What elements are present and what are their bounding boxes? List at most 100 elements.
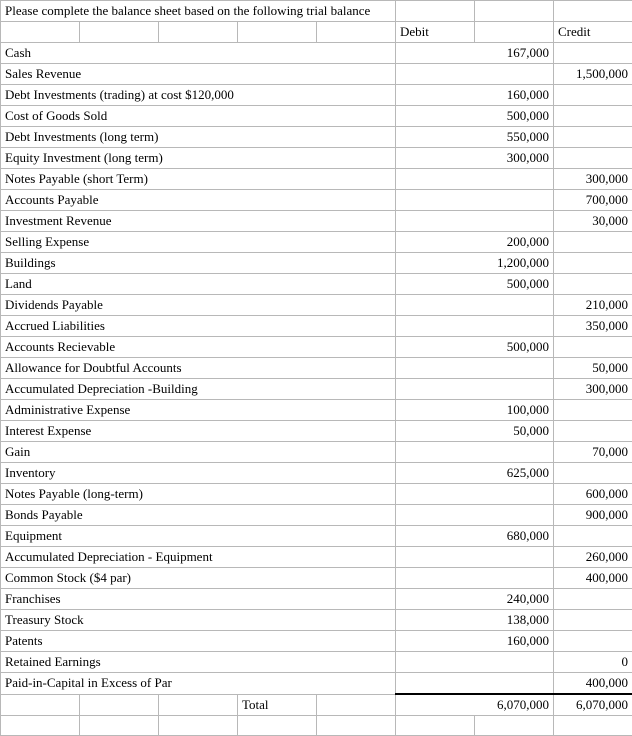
debit-cell [396,358,554,379]
credit-cell [554,400,632,421]
debit-cell: 550,000 [396,127,554,148]
account-label: Investment Revenue [1,211,396,232]
table-row: Patents160,000 [1,631,632,652]
debit-cell [396,547,554,568]
table-row: Notes Payable (short Term)300,000 [1,169,632,190]
account-label: Treasury Stock [1,610,396,631]
account-label: Patents [1,631,396,652]
credit-cell: 700,000 [554,190,632,211]
account-label: Accumulated Depreciation -Building [1,379,396,400]
table-row: Selling Expense200,000 [1,232,632,253]
credit-cell [554,526,632,547]
account-label: Accounts Payable [1,190,396,211]
credit-cell: 210,000 [554,295,632,316]
table-row: Land500,000 [1,274,632,295]
credit-cell: 30,000 [554,211,632,232]
credit-cell: 400,000 [554,673,632,695]
credit-cell [554,463,632,484]
account-label: Notes Payable (long-term) [1,484,396,505]
table-row: Administrative Expense100,000 [1,400,632,421]
table-row: Investment Revenue 30,000 [1,211,632,232]
debit-cell: 167,000 [396,43,554,64]
debit-cell: 138,000 [396,610,554,631]
credit-cell [554,421,632,442]
debit-cell [396,568,554,589]
debit-cell: 500,000 [396,106,554,127]
account-label: Accrued Liabilities [1,316,396,337]
header-row: Debit Credit [1,22,632,43]
table-row: Cash167,000 [1,43,632,64]
account-label: Inventory [1,463,396,484]
credit-cell: 70,000 [554,442,632,463]
credit-cell [554,589,632,610]
account-label: Sales Revenue [1,64,396,85]
table-row: Retained Earnings0 [1,652,632,673]
account-label: Paid-in-Capital in Excess of Par [1,673,396,695]
debit-cell [396,169,554,190]
table-row: Common Stock ($4 par) 400,000 [1,568,632,589]
account-label: Accounts Recievable [1,337,396,358]
debit-cell [396,211,554,232]
credit-cell [554,610,632,631]
account-label: Notes Payable (short Term) [1,169,396,190]
debit-cell: 100,000 [396,400,554,421]
debit-cell [396,316,554,337]
credit-cell: 600,000 [554,484,632,505]
credit-cell: 260,000 [554,547,632,568]
credit-cell [554,274,632,295]
debit-header: Debit [396,22,475,43]
table-row: Debt Investments (trading) at cost $120,… [1,85,632,106]
account-label: Allowance for Doubtful Accounts [1,358,396,379]
total-row: Total6,070,0006,070,000 [1,694,632,716]
credit-cell: 50,000 [554,358,632,379]
credit-cell [554,253,632,274]
debit-cell [396,64,554,85]
debit-cell: 50,000 [396,421,554,442]
account-label: Equity Investment (long term) [1,148,396,169]
table-row: Accounts Recievable500,000 [1,337,632,358]
title-row: Please complete the balance sheet based … [1,1,632,22]
credit-cell: 400,000 [554,568,632,589]
debit-cell: 680,000 [396,526,554,547]
account-label: Debt Investments (long term) [1,127,396,148]
debit-cell [396,379,554,400]
total-label: Total [238,694,317,716]
debit-cell: 160,000 [396,631,554,652]
credit-cell: 1,500,000 [554,64,632,85]
credit-cell: 0 [554,652,632,673]
debit-cell [396,442,554,463]
credit-cell [554,631,632,652]
account-label: Cash [1,43,396,64]
debit-cell [396,295,554,316]
trial-balance-table: Please complete the balance sheet based … [0,0,632,736]
credit-cell [554,85,632,106]
debit-cell: 160,000 [396,85,554,106]
account-label: Accumulated Depreciation - Equipment [1,547,396,568]
credit-cell [554,148,632,169]
debit-cell [396,652,554,673]
debit-cell: 1,200,000 [396,253,554,274]
account-label: Selling Expense [1,232,396,253]
table-row: Accumulated Depreciation - Equipment 260,… [1,547,632,568]
table-row: Equity Investment (long term)300,000 [1,148,632,169]
debit-cell: 300,000 [396,148,554,169]
credit-cell: 900,000 [554,505,632,526]
debit-cell: 200,000 [396,232,554,253]
credit-cell [554,232,632,253]
total-debit: 6,070,000 [396,694,554,716]
title-cell: Please complete the balance sheet based … [1,1,396,22]
table-row: Dividends Payable210,000 [1,295,632,316]
table-row: Debt Investments (long term)550,000 [1,127,632,148]
account-label: Common Stock ($4 par) [1,568,396,589]
table-row: Interest Expense50,000 [1,421,632,442]
account-label: Buildings [1,253,396,274]
debit-cell [396,484,554,505]
debit-cell [396,190,554,211]
table-row: Gain70,000 [1,442,632,463]
debit-cell: 500,000 [396,274,554,295]
credit-cell [554,127,632,148]
table-row: Franchises240,000 [1,589,632,610]
table-row: Paid-in-Capital in Excess of Par 400,000 [1,673,632,695]
account-label: Administrative Expense [1,400,396,421]
debit-cell [396,505,554,526]
